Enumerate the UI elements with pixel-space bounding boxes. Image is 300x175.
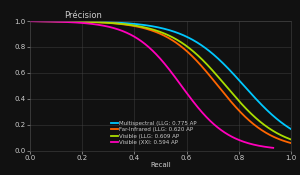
Multispectral (LLG: 0.775 AP: (0.595, 0.883): 0.775 AP: (0.595, 0.883)	[184, 35, 187, 37]
Far-Infrared (LLG: 0.620 AP: (0.541, 0.857): 0.620 AP: (0.541, 0.857)	[169, 38, 173, 41]
Multispectral (LLG: 0.775 AP: (0.475, 0.957): 0.775 AP: (0.475, 0.957)	[152, 26, 156, 28]
Visible (LLG: 0.609 AP: (1, 0.0851): 0.609 AP: (1, 0.0851)	[289, 138, 293, 141]
Line: Multispectral (LLG: 0.775 AP: Multispectral (LLG: 0.775 AP	[30, 21, 291, 129]
Multispectral (LLG: 0.775 AP: (0.541, 0.925): 0.775 AP: (0.541, 0.925)	[169, 30, 173, 32]
Far-Infrared (LLG: 0.620 AP: (0.976, 0.0718): 0.620 AP: (0.976, 0.0718)	[283, 140, 286, 142]
Multispectral (LLG: 0.775 AP: (0.82, 0.501): 0.775 AP: (0.82, 0.501)	[242, 85, 246, 87]
X-axis label: Recall: Recall	[150, 162, 171, 168]
Visible (XXI: 0.594 AP: (0.194, 0.986): 0.594 AP: (0.194, 0.986)	[79, 22, 83, 24]
Visible (LLG: 0.609 AP: (0.82, 0.34): 0.609 AP: (0.82, 0.34)	[242, 105, 246, 107]
Visible (XXI: 0.594 AP: (0, 0.998): 0.594 AP: (0, 0.998)	[28, 20, 32, 22]
Multispectral (LLG: 0.775 AP: (0.481, 0.955): 0.775 AP: (0.481, 0.955)	[154, 26, 157, 28]
Far-Infrared (LLG: 0.620 AP: (0.475, 0.921): 0.620 AP: (0.475, 0.921)	[152, 30, 156, 32]
Visible (LLG: 0.609 AP: (0.481, 0.928): 0.609 AP: (0.481, 0.928)	[154, 29, 157, 31]
Visible (LLG: 0.609 AP: (0.976, 0.105): 0.609 AP: (0.976, 0.105)	[283, 136, 286, 138]
Line: Visible (LLG: 0.609 AP: Visible (LLG: 0.609 AP	[30, 21, 291, 139]
Visible (XXI: 0.594 AP: (0.932, 0.0204): 0.594 AP: (0.932, 0.0204)	[272, 147, 275, 149]
Far-Infrared (LLG: 0.620 AP: (0, 0.999): 0.620 AP: (0, 0.999)	[28, 20, 32, 22]
Line: Far-Infrared (LLG: 0.620 AP: Far-Infrared (LLG: 0.620 AP	[30, 21, 291, 143]
Visible (LLG: 0.609 AP: (0.595, 0.813): 0.609 AP: (0.595, 0.813)	[184, 44, 187, 46]
Multispectral (LLG: 0.775 AP: (0.976, 0.197): 0.775 AP: (0.976, 0.197)	[283, 124, 286, 126]
Visible (XXI: 0.594 AP: (0.301, 0.956): 0.594 AP: (0.301, 0.956)	[107, 26, 110, 28]
Legend: Multispectral (LLG: 0.775 AP, Far-Infrared (LLG: 0.620 AP, Visible (LLG: 0.609 A: Multispectral (LLG: 0.775 AP, Far-Infrar…	[111, 121, 197, 145]
Far-Infrared (LLG: 0.620 AP: (0.481, 0.916): 0.620 AP: (0.481, 0.916)	[154, 31, 157, 33]
Visible (XXI: 0.594 AP: (0.126, 0.993): 0.594 AP: (0.126, 0.993)	[61, 21, 65, 23]
Multispectral (LLG: 0.775 AP: (1, 0.165): 0.775 AP: (1, 0.165)	[289, 128, 293, 130]
Visible (LLG: 0.609 AP: (0, 0.999): 0.609 AP: (0, 0.999)	[28, 20, 32, 22]
Far-Infrared (LLG: 0.620 AP: (0.82, 0.27): 0.620 AP: (0.82, 0.27)	[242, 114, 246, 117]
Far-Infrared (LLG: 0.620 AP: (0.595, 0.777): 0.620 AP: (0.595, 0.777)	[184, 49, 187, 51]
Visible (LLG: 0.609 AP: (0.541, 0.879): 0.609 AP: (0.541, 0.879)	[169, 36, 173, 38]
Text: Précision: Précision	[64, 11, 102, 20]
Visible (XXI: 0.594 AP: (0.0561, 0.997): 0.594 AP: (0.0561, 0.997)	[43, 20, 46, 22]
Far-Infrared (LLG: 0.620 AP: (1, 0.0573): 0.620 AP: (1, 0.0573)	[289, 142, 293, 144]
Visible (XXI: 0.594 AP: (0.828, 0.0616): 0.594 AP: (0.828, 0.0616)	[244, 141, 248, 144]
Line: Visible (XXI: 0.594 AP: Visible (XXI: 0.594 AP	[30, 21, 273, 148]
Visible (XXI: 0.594 AP: (0.924, 0.0223): 0.594 AP: (0.924, 0.0223)	[269, 147, 273, 149]
Multispectral (LLG: 0.775 AP: (0, 0.999): 0.775 AP: (0, 0.999)	[28, 20, 32, 22]
Visible (LLG: 0.609 AP: (0.475, 0.932): 0.609 AP: (0.475, 0.932)	[152, 29, 156, 31]
